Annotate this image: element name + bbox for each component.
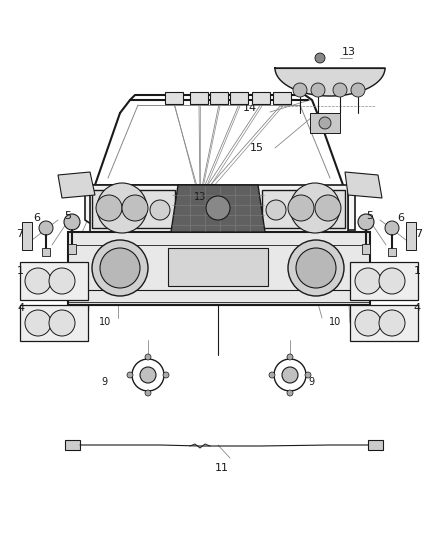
- Circle shape: [293, 83, 307, 97]
- Circle shape: [97, 183, 147, 233]
- Bar: [20, 262, 88, 300]
- Bar: [362, 244, 370, 254]
- Circle shape: [287, 354, 293, 360]
- Circle shape: [25, 310, 51, 336]
- Bar: [388, 248, 396, 256]
- Circle shape: [145, 354, 151, 360]
- Text: 13: 13: [342, 47, 356, 57]
- Circle shape: [315, 195, 341, 221]
- Circle shape: [379, 268, 405, 294]
- Polygon shape: [340, 185, 355, 230]
- Polygon shape: [68, 232, 370, 305]
- Bar: [350, 305, 418, 341]
- Text: 5: 5: [367, 211, 374, 221]
- Polygon shape: [275, 68, 385, 96]
- Circle shape: [379, 310, 405, 336]
- Text: 15: 15: [250, 143, 264, 153]
- Polygon shape: [345, 172, 382, 198]
- Bar: [190, 92, 208, 104]
- Circle shape: [122, 195, 148, 221]
- Bar: [210, 92, 228, 104]
- Circle shape: [100, 248, 140, 288]
- Bar: [42, 248, 50, 256]
- Circle shape: [266, 200, 286, 220]
- Bar: [368, 440, 383, 450]
- Circle shape: [92, 240, 148, 296]
- Text: 10: 10: [329, 317, 341, 327]
- Bar: [165, 92, 183, 104]
- Text: 6: 6: [33, 213, 40, 223]
- Circle shape: [64, 214, 80, 230]
- Circle shape: [315, 53, 325, 63]
- Circle shape: [163, 372, 169, 378]
- Text: 1: 1: [414, 266, 421, 276]
- Circle shape: [132, 359, 164, 391]
- Circle shape: [311, 83, 325, 97]
- Bar: [252, 92, 270, 104]
- Bar: [310, 113, 340, 133]
- Circle shape: [333, 83, 347, 97]
- Bar: [273, 92, 291, 104]
- Circle shape: [287, 390, 293, 396]
- Bar: [68, 244, 76, 254]
- Text: 4: 4: [414, 303, 421, 313]
- Circle shape: [96, 195, 122, 221]
- Circle shape: [358, 214, 374, 230]
- Circle shape: [145, 390, 151, 396]
- Circle shape: [305, 372, 311, 378]
- Circle shape: [355, 268, 381, 294]
- Circle shape: [288, 195, 314, 221]
- Circle shape: [25, 268, 51, 294]
- Polygon shape: [262, 190, 345, 228]
- Text: 10: 10: [99, 317, 111, 327]
- Text: 9: 9: [308, 377, 314, 387]
- Circle shape: [150, 200, 170, 220]
- Bar: [406, 222, 416, 250]
- Polygon shape: [85, 185, 215, 230]
- Text: 7: 7: [415, 229, 422, 239]
- Circle shape: [290, 183, 340, 233]
- Circle shape: [140, 367, 156, 383]
- Bar: [22, 222, 32, 250]
- Bar: [350, 262, 418, 300]
- Circle shape: [206, 196, 230, 220]
- Text: 13: 13: [194, 192, 206, 202]
- Circle shape: [319, 117, 331, 129]
- Circle shape: [282, 367, 298, 383]
- Circle shape: [288, 240, 344, 296]
- Circle shape: [127, 372, 133, 378]
- Polygon shape: [58, 172, 95, 198]
- Bar: [230, 92, 248, 104]
- Circle shape: [351, 83, 365, 97]
- Circle shape: [296, 248, 336, 288]
- Polygon shape: [171, 185, 265, 232]
- Circle shape: [385, 221, 399, 235]
- Text: 4: 4: [17, 303, 24, 313]
- Text: 1: 1: [17, 266, 24, 276]
- Circle shape: [39, 221, 53, 235]
- Text: 6: 6: [398, 213, 405, 223]
- Text: 11: 11: [215, 463, 229, 473]
- Circle shape: [274, 359, 306, 391]
- Polygon shape: [90, 185, 348, 232]
- Circle shape: [49, 310, 75, 336]
- Bar: [168, 248, 268, 286]
- Circle shape: [269, 372, 275, 378]
- Text: 5: 5: [64, 211, 71, 221]
- Text: 7: 7: [16, 229, 23, 239]
- Text: 9: 9: [102, 377, 108, 387]
- Polygon shape: [92, 190, 175, 228]
- Circle shape: [49, 268, 75, 294]
- Circle shape: [355, 310, 381, 336]
- Text: 14: 14: [243, 103, 257, 113]
- Bar: [65, 440, 80, 450]
- Bar: [20, 305, 88, 341]
